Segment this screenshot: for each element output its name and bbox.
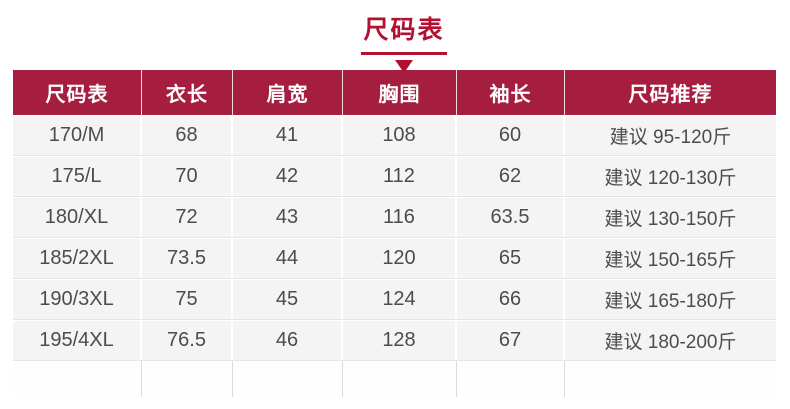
table-cell: 43 xyxy=(233,198,343,237)
table-cell: 63.5 xyxy=(457,198,565,237)
table-row: 170/M 68 41 108 60 建议 95-120斤 xyxy=(13,115,776,156)
table-cell: 75 xyxy=(142,280,233,319)
table-cell: 73.5 xyxy=(142,239,233,278)
column-header: 尺码表 xyxy=(13,70,142,115)
table-row: 190/3XL 75 45 124 66 建议 165-180斤 xyxy=(13,279,776,320)
table-cell: 67 xyxy=(457,321,565,360)
table-row: 180/XL 72 43 116 63.5 建议 130-150斤 xyxy=(13,197,776,238)
column-header: 袖长 xyxy=(457,70,565,115)
table-cell: 46 xyxy=(233,321,343,360)
empty-cell xyxy=(13,361,142,397)
column-header: 衣长 xyxy=(142,70,233,115)
table-cell: 108 xyxy=(343,116,457,155)
empty-cell xyxy=(565,361,776,397)
table-cell: 124 xyxy=(343,280,457,319)
empty-cell xyxy=(457,361,565,397)
table-row: 195/4XL 76.5 46 128 67 建议 180-200斤 xyxy=(13,320,776,361)
size-chart-table: 尺码表 衣长 肩宽 胸围 袖长 尺码推荐 170/M 68 41 108 60 建议 95-120斤… xyxy=(13,70,776,397)
table-cell: 190/3XL xyxy=(13,280,142,319)
column-header: 肩宽 xyxy=(233,70,343,115)
table-cell: 65 xyxy=(457,239,565,278)
table-cell: 42 xyxy=(233,157,343,196)
table-cell: 72 xyxy=(142,198,233,237)
size-chart-title-block: 尺码表 xyxy=(9,10,790,73)
table-cell: 175/L xyxy=(13,157,142,196)
table-cell: 116 xyxy=(343,198,457,237)
down-arrow-icon xyxy=(395,60,413,73)
table-cell: 128 xyxy=(343,321,457,360)
table-cell: 建议 130-150斤 xyxy=(604,209,737,230)
table-cell: 120 xyxy=(343,239,457,278)
table-cell: 62 xyxy=(457,157,565,196)
table-cell: 180/XL xyxy=(13,198,142,237)
page-title: 尺码表 xyxy=(361,10,447,55)
table-cell: 68 xyxy=(142,116,233,155)
table-row: 175/L 70 42 112 62 建议 120-130斤 xyxy=(13,156,776,197)
empty-cell xyxy=(233,361,343,397)
table-cell: 45 xyxy=(233,280,343,319)
table-row: 185/2XL 73.5 44 120 65 建议 150-165斤 xyxy=(13,238,776,279)
table-cell: 170/M xyxy=(13,116,142,155)
table-cell: 建议 95-120斤 xyxy=(609,127,732,148)
table-cell: 66 xyxy=(457,280,565,319)
table-header-row: 尺码表 衣长 肩宽 胸围 袖长 尺码推荐 xyxy=(13,70,776,115)
table-cell: 建议 165-180斤 xyxy=(604,291,737,312)
table-cell: 44 xyxy=(233,239,343,278)
column-header: 胸围 xyxy=(343,70,457,115)
table-body: 170/M 68 41 108 60 建议 95-120斤 175/L 70 42 112 62 建议… xyxy=(13,115,776,361)
table-cell: 41 xyxy=(233,116,343,155)
table-cell: 185/2XL xyxy=(13,239,142,278)
table-empty-row xyxy=(13,361,776,397)
table-cell: 建议 180-200斤 xyxy=(604,332,737,353)
table-cell: 195/4XL xyxy=(13,321,142,360)
table-cell: 76.5 xyxy=(142,321,233,360)
empty-cell xyxy=(343,361,457,397)
table-cell: 建议 150-165斤 xyxy=(604,250,737,271)
table-cell: 60 xyxy=(457,116,565,155)
table-cell: 70 xyxy=(142,157,233,196)
column-header: 尺码推荐 xyxy=(628,84,713,106)
table-cell: 建议 120-130斤 xyxy=(604,168,737,189)
empty-cell xyxy=(142,361,233,397)
table-cell: 112 xyxy=(343,157,457,196)
